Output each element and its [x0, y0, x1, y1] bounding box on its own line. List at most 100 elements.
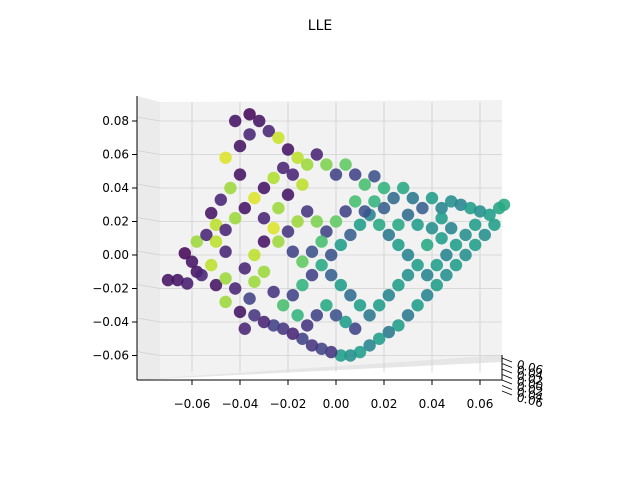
- scatter-point: [305, 245, 319, 258]
- scatter-point: [205, 206, 218, 220]
- scatter-point: [435, 232, 448, 245]
- scatter-point: [401, 268, 415, 282]
- scatter-point: [339, 315, 352, 329]
- scatter-point: [392, 218, 405, 231]
- scatter-point: [473, 205, 487, 218]
- z-tick-label: 0.00: [102, 248, 129, 262]
- scatter-point: [301, 158, 314, 171]
- scatter-point: [267, 171, 280, 185]
- y-tick-label: 0.00: [515, 374, 544, 394]
- scatter-point: [229, 212, 242, 225]
- scatter-point: [373, 332, 386, 345]
- scatter-point: [277, 299, 290, 312]
- x-tick-label: 0.06: [467, 397, 494, 411]
- scatter-point: [329, 215, 343, 228]
- scatter-point: [430, 258, 443, 272]
- scatter-point: [238, 201, 251, 215]
- z-side-grid-line: [136, 284, 161, 289]
- scatter-point: [344, 349, 357, 362]
- z-tick-label: 0.04: [102, 181, 129, 195]
- scatter-point: [344, 289, 357, 302]
- scatter-point: [181, 277, 194, 290]
- scatter-point: [488, 218, 501, 231]
- scatter-point: [310, 215, 323, 228]
- scatter-point: [421, 238, 434, 252]
- scatter-point: [253, 114, 266, 128]
- scatter-point: [195, 268, 208, 282]
- scatter-point: [435, 212, 448, 225]
- scatter-point: [339, 205, 352, 218]
- z-tick-label: 0.08: [102, 114, 129, 128]
- scatter-point: [454, 198, 467, 211]
- scatter-point: [464, 201, 477, 215]
- y-tick-mark: [501, 385, 513, 390]
- scatter-point: [459, 228, 472, 242]
- scatter-point: [358, 205, 371, 218]
- scatter-point: [301, 319, 314, 332]
- scatter-point: [219, 245, 232, 258]
- y-tick-labels: 0.060.040.020.000.020.040.06: [501, 357, 545, 410]
- y-tick-label: 0.04: [515, 385, 544, 405]
- z-tick-label: −0.02: [92, 282, 129, 296]
- scatter-point: [363, 339, 376, 352]
- scatter-point: [353, 299, 367, 312]
- scatter-point: [296, 332, 309, 345]
- scatter-point: [363, 309, 376, 322]
- scatter-point: [353, 218, 367, 231]
- scatter-point: [483, 208, 496, 221]
- z-tick-label: −0.06: [92, 349, 129, 363]
- scatter-point: [219, 223, 232, 237]
- scatter-point: [334, 349, 347, 362]
- scatter-point: [368, 195, 381, 208]
- scatter-point: [425, 222, 439, 235]
- y-tick-label: 0.06: [515, 357, 544, 377]
- scatter-point: [310, 148, 323, 161]
- scatter-point: [185, 255, 199, 268]
- scatter-point: [315, 235, 328, 248]
- scatter-point: [349, 195, 362, 208]
- scatter-point: [397, 181, 410, 195]
- scatter-point: [257, 181, 271, 195]
- scatter-point: [296, 178, 309, 191]
- scatter-point: [238, 322, 251, 335]
- scatter-point: [334, 278, 347, 292]
- floor-pane: [137, 355, 502, 380]
- scatter-point: [411, 218, 424, 231]
- scatter-point: [301, 205, 314, 218]
- scatter-point: [277, 161, 290, 175]
- scatter-point: [205, 258, 218, 272]
- scatter-point: [421, 289, 434, 302]
- scatter-point: [262, 124, 275, 138]
- scatter-point: [440, 248, 453, 262]
- scatter-point: [224, 181, 237, 195]
- scatter-point: [291, 215, 304, 228]
- scatter-point: [178, 247, 191, 260]
- scatter-point: [291, 151, 304, 164]
- scatter-point: [305, 268, 319, 282]
- scatter-point: [382, 228, 395, 242]
- scatter-point: [320, 158, 333, 171]
- scatter-point: [349, 322, 362, 335]
- scatter-point: [425, 191, 439, 205]
- scatter-point: [200, 228, 213, 242]
- scatter-point: [257, 265, 271, 278]
- scatter-point: [440, 268, 453, 282]
- scatter-point: [445, 222, 458, 235]
- scatter-point: [248, 248, 261, 262]
- y-tick-mark: [501, 368, 513, 374]
- scatter-point: [267, 319, 280, 332]
- scatter-point: [257, 235, 271, 248]
- scatter-point: [329, 168, 343, 181]
- y-tick-label: 0.02: [515, 368, 544, 388]
- grid-lines: [136, 102, 502, 372]
- scatter-point: [449, 258, 463, 272]
- x-tick-label: 0.00: [323, 397, 350, 411]
- scatter-point: [377, 201, 391, 215]
- chart-title: LLE: [308, 18, 332, 34]
- scatter-point: [435, 201, 448, 215]
- scatter-point: [373, 299, 386, 312]
- scatter-point: [325, 268, 338, 282]
- scatter-point: [406, 191, 419, 205]
- scatter-point: [233, 139, 247, 153]
- scatter-point: [291, 309, 304, 322]
